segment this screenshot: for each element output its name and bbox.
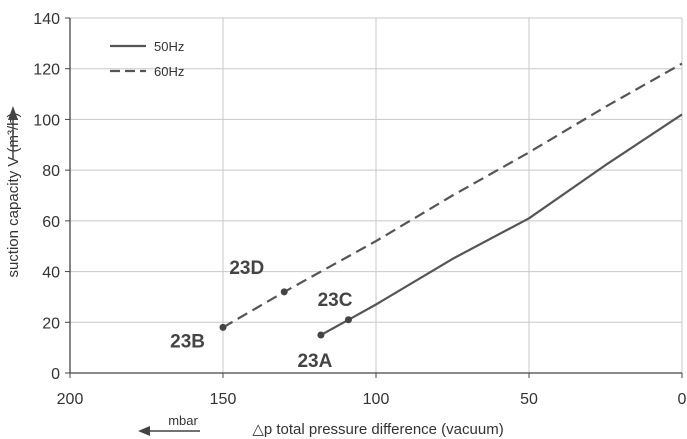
series-line-50hz — [320, 113, 683, 336]
legend-label-50hz: 50Hz — [154, 39, 184, 54]
y-tick-label: 80 — [42, 163, 60, 180]
point-marker-23b — [219, 323, 227, 331]
series-lines — [222, 62, 683, 336]
x-tick-label: 0 — [678, 391, 687, 408]
x-direction-arrow-icon — [138, 426, 200, 436]
x-tick-label: 50 — [520, 391, 538, 408]
y-tick-label: 140 — [33, 11, 60, 28]
grid-lines — [70, 17, 683, 373]
y-tick-label: 40 — [42, 265, 60, 282]
legend-label-60hz: 60Hz — [154, 64, 184, 79]
x-tick-label: 200 — [57, 391, 84, 408]
point-label-23b: 23B — [170, 331, 205, 352]
y-tick-label: 0 — [51, 366, 60, 383]
x-axis-label: △p total pressure difference (vacuum) — [252, 421, 503, 438]
legend: 50Hz 60Hz — [110, 39, 184, 79]
point-marker-23d — [280, 288, 288, 296]
point-label-23a: 23A — [297, 351, 332, 372]
y-tick-label: 20 — [42, 315, 60, 332]
y-axis-label: suction capacity V (m³/h) — [5, 112, 22, 277]
series-line-60hz — [222, 62, 683, 329]
x-tick-label: 150 — [210, 391, 237, 408]
y-tick-label: 120 — [33, 62, 60, 79]
point-marker-23a — [317, 331, 325, 339]
point-markers: 23B 23D 23C 23A — [170, 258, 353, 372]
x-unit-label: mbar — [168, 413, 198, 428]
y-tick-label: 60 — [42, 214, 60, 231]
x-tick-label: 100 — [363, 391, 390, 408]
y-direction-arrow-icon — [8, 106, 18, 160]
point-label-23c: 23C — [318, 290, 353, 311]
point-marker-23c — [344, 316, 352, 324]
axes: 0 20 40 60 80 100 120 140 200 150 100 50 0 — [33, 11, 686, 408]
point-label-23d: 23D — [229, 258, 264, 279]
y-tick-label: 100 — [33, 112, 60, 129]
